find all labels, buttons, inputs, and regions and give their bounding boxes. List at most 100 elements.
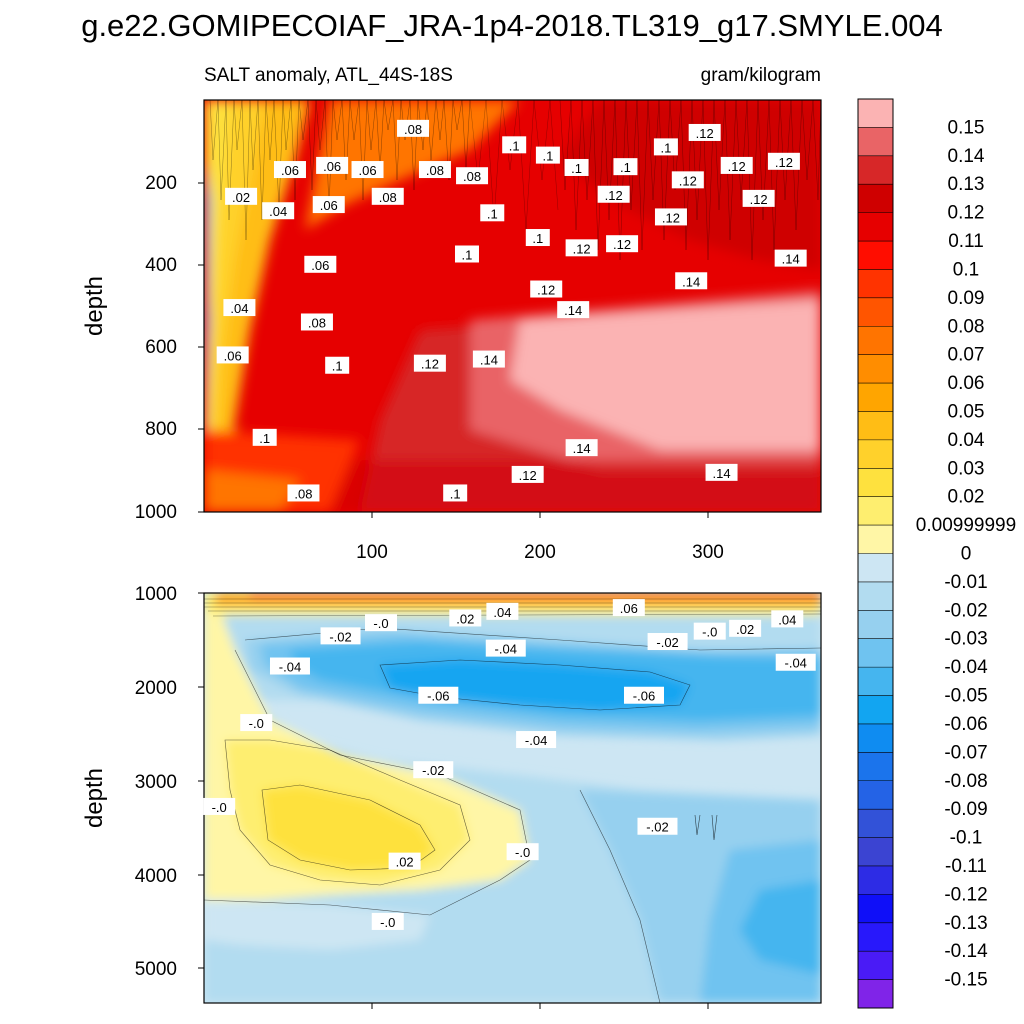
svg-text:.02: .02 xyxy=(396,855,414,870)
colorbar-label: 0.07 xyxy=(948,345,985,366)
svg-text:.12: .12 xyxy=(537,283,555,298)
colorbar-swatch xyxy=(858,212,893,242)
upper-contour-label: .12 xyxy=(654,208,687,226)
svg-text:.14: .14 xyxy=(682,274,700,289)
svg-text:.1: .1 xyxy=(571,161,582,176)
lower-contour-label: -.0 xyxy=(506,843,539,861)
lower-contour-label: -.02 xyxy=(647,633,688,651)
colorbar-swatch xyxy=(858,326,893,356)
colorbar-label: -0.12 xyxy=(944,884,987,905)
lower-contour-label: -.02 xyxy=(637,817,678,835)
svg-text:.04: .04 xyxy=(493,605,511,620)
lower-contour-label: -.0 xyxy=(371,912,404,930)
lower-contour-label: -.06 xyxy=(418,686,459,704)
upper-contour-label: .1 xyxy=(613,158,638,176)
svg-text:.14: .14 xyxy=(480,353,498,368)
lower-contour-label: -.02 xyxy=(413,761,454,779)
svg-text:.12: .12 xyxy=(775,155,793,170)
upper-y-tick-label: 1000 xyxy=(135,502,177,523)
upper-contour-label: .12 xyxy=(413,354,446,372)
upper-contour-label: .12 xyxy=(511,465,544,483)
svg-text:.12: .12 xyxy=(679,173,697,188)
lower-y-tick-label: 3000 xyxy=(135,772,177,793)
colorbar: 0.15 0.14 0.13 0.12 0.11 0.1 0.09 0.08 0.07 0.06 0… xyxy=(857,98,1016,1009)
lower-y-tick-label: 1000 xyxy=(135,584,177,605)
colorbar-label: 0.12 xyxy=(948,203,985,224)
svg-text:.06: .06 xyxy=(224,348,242,363)
lower-contour-label: -.0 xyxy=(240,714,273,732)
lower-contour-label: -.06 xyxy=(623,686,664,704)
svg-text:.1: .1 xyxy=(509,138,520,153)
colorbar-swatch xyxy=(858,99,893,128)
colorbar-label: -0.03 xyxy=(944,629,987,650)
lower-contour-label: .06 xyxy=(612,599,645,617)
upper-contour-label: .1 xyxy=(564,158,589,176)
colorbar-label: -0.14 xyxy=(944,941,988,962)
svg-text:.08: .08 xyxy=(379,190,397,205)
colorbar-swatch xyxy=(858,297,893,327)
svg-text:-.04: -.04 xyxy=(525,733,547,748)
upper-y-axis: 200 400 600 800 1000 xyxy=(135,173,204,523)
lower-contour-label: .02 xyxy=(388,852,421,870)
svg-text:.06: .06 xyxy=(358,163,376,178)
svg-text:.12: .12 xyxy=(421,357,439,372)
svg-text:.04: .04 xyxy=(778,612,796,627)
colorbar-label: -0.1 xyxy=(950,828,983,849)
upper-contour-label: .12 xyxy=(565,239,598,257)
colorbar-swatch xyxy=(858,752,893,782)
upper-contour-label: .12 xyxy=(767,152,800,170)
upper-contour-label: .1 xyxy=(325,356,350,374)
colorbar-swatch xyxy=(858,638,893,668)
upper-contour-label: .12 xyxy=(671,171,704,189)
lower-contour-label: -.04 xyxy=(516,731,557,749)
lower-contour-label: .02 xyxy=(729,619,762,637)
upper-contour-label: .06 xyxy=(312,196,345,214)
colorbar-swatch xyxy=(858,383,893,412)
svg-text:.02: .02 xyxy=(736,622,754,637)
lower-y-tick-label: 5000 xyxy=(135,959,177,980)
upper-contour-label: .14 xyxy=(675,272,708,290)
upper-contour-label: .14 xyxy=(565,439,598,457)
svg-text:.12: .12 xyxy=(662,210,680,225)
svg-text:.06: .06 xyxy=(620,601,638,616)
lower-contour-label: -.0 xyxy=(365,614,398,632)
upper-contour-label: .04 xyxy=(262,202,295,220)
lower-y-tick-label: 4000 xyxy=(135,866,177,887)
upper-contour-label: .1 xyxy=(502,136,527,154)
upper-contour-label: .02 xyxy=(225,187,258,205)
svg-text:-.0: -.0 xyxy=(702,625,717,640)
colorbar-label: -0.11 xyxy=(945,856,987,877)
colorbar-swatch xyxy=(858,269,893,299)
svg-text:.1: .1 xyxy=(620,160,631,175)
colorbar-label: -0.02 xyxy=(944,600,987,621)
upper-contour-label: .08 xyxy=(371,187,404,205)
svg-text:-.02: -.02 xyxy=(646,820,668,835)
upper-contour-label: .12 xyxy=(530,280,563,298)
colorbar-swatch xyxy=(858,667,893,696)
upper-contour-label: .06 xyxy=(304,255,337,273)
upper-y-tick-label: 400 xyxy=(145,255,177,276)
colorbar-label: 0.13 xyxy=(948,174,985,195)
svg-text:-.04: -.04 xyxy=(279,660,301,675)
colorbar-swatch xyxy=(858,581,893,611)
upper-contour-label: .1 xyxy=(443,484,468,502)
upper-contour-label: .06 xyxy=(351,161,384,179)
colorbar-label: -0.15 xyxy=(944,970,987,991)
upper-contour-label: .1 xyxy=(535,146,560,164)
upper-y-tick-label: 600 xyxy=(145,337,177,358)
svg-text:-.06: -.06 xyxy=(427,689,449,704)
colorbar-label: 0.04 xyxy=(948,430,985,451)
lower-contour-label: .04 xyxy=(486,602,519,620)
colorbar-label: -0.09 xyxy=(944,799,987,820)
colorbar-label: -0.04 xyxy=(944,657,988,678)
svg-text:.08: .08 xyxy=(404,122,422,137)
lower-contour-label: -.0 xyxy=(693,622,726,640)
colorbar-swatch xyxy=(858,979,893,1009)
upper-contour-label: .14 xyxy=(557,301,590,319)
svg-text:.08: .08 xyxy=(426,163,444,178)
upper-contour-label: .14 xyxy=(472,350,505,368)
lower-x-axis xyxy=(371,1003,709,1009)
colorbar-swatch xyxy=(858,922,893,952)
upper-contour-label: .08 xyxy=(456,167,489,185)
